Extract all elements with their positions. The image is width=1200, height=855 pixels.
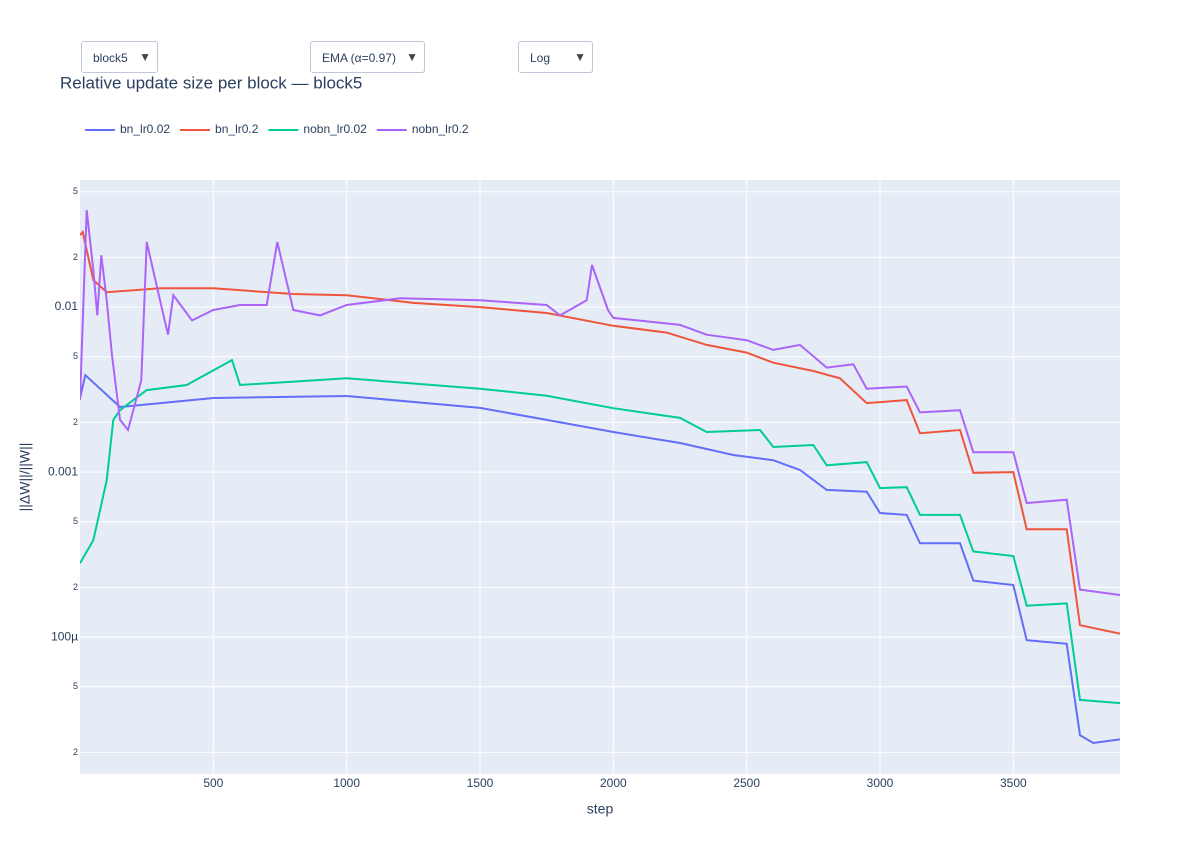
- x-axis-title: step: [587, 801, 614, 817]
- chart-title: Relative update size per block — block5: [60, 73, 362, 92]
- dropdown-arrow: ▼: [406, 50, 418, 64]
- legend-label[interactable]: bn_lr0.02: [120, 122, 170, 136]
- y-tick-label: 5: [73, 351, 78, 361]
- x-tick-label: 500: [203, 776, 223, 790]
- series-line: [80, 229, 1120, 635]
- y-tick-label: 2: [73, 252, 78, 262]
- series-line: [80, 209, 1120, 596]
- dropdown-arrow: ▼: [574, 50, 586, 64]
- y-tick-label: 2: [73, 417, 78, 427]
- legend-label[interactable]: bn_lr0.2: [215, 122, 259, 136]
- dropdown-label: block5: [93, 51, 128, 65]
- y-axis-title: ||ΔW||/||W||: [17, 443, 33, 512]
- y-tick-label: 5: [73, 186, 78, 196]
- block-dropdown[interactable]: block5 ▼: [81, 41, 158, 73]
- x-tick-label: 2500: [733, 776, 760, 790]
- x-tick-label: 3000: [867, 776, 894, 790]
- y-tick-label: 0.01: [55, 299, 79, 313]
- dropdown-label: EMA (α=0.97): [322, 51, 396, 65]
- y-tick-label: 2: [73, 582, 78, 592]
- series-line: [80, 373, 1120, 745]
- legend-label[interactable]: nobn_lr0.02: [303, 122, 367, 136]
- dropdown-label: Log: [530, 51, 551, 65]
- smoothing-dropdown[interactable]: EMA (α=0.97) ▼: [310, 41, 425, 73]
- plot-background: [80, 180, 1120, 774]
- legend-label[interactable]: nobn_lr0.2: [412, 122, 469, 136]
- x-tick-label: 3500: [1000, 776, 1027, 790]
- y-tick-label: 2: [73, 747, 78, 757]
- y-tick-label: 5: [73, 681, 78, 691]
- x-tick-label: 1500: [467, 776, 494, 790]
- x-tick-label: 2000: [600, 776, 627, 790]
- x-tick-label: 1000: [333, 776, 360, 790]
- dropdown-arrow: ▼: [139, 50, 151, 64]
- scale-dropdown[interactable]: Log ▼: [518, 41, 593, 73]
- y-tick-label: 100µ: [51, 629, 78, 643]
- y-tick-label: 5: [73, 516, 78, 526]
- y-tick-label: 0.001: [48, 464, 78, 478]
- series-line: [80, 358, 1120, 705]
